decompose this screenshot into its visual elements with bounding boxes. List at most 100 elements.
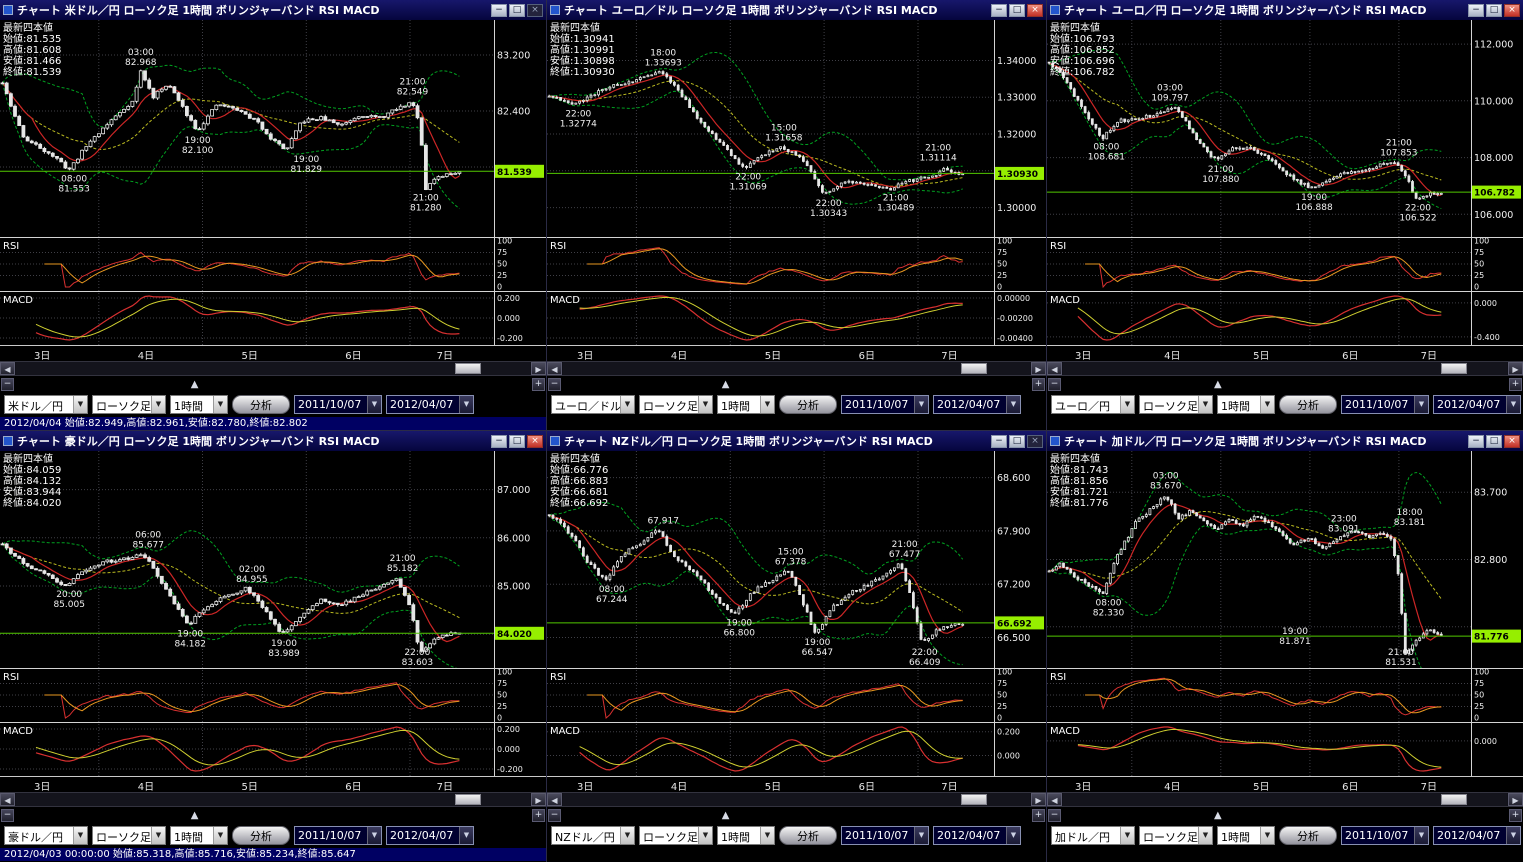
- date-to-select[interactable]: 2012/04/07 ▼: [1433, 395, 1521, 414]
- chart-canvas[interactable]: 81.53983.20082.40003:0082.96821:0082.549…: [0, 20, 546, 345]
- maximize-button[interactable]: □: [1486, 3, 1502, 17]
- dropdown-arrow-icon[interactable]: ▼: [213, 396, 227, 413]
- dropdown-arrow-icon[interactable]: ▼: [73, 396, 87, 413]
- chart-type-select[interactable]: ローソク足 ▼: [1139, 395, 1213, 414]
- chart-type-select[interactable]: ローソク足 ▼: [639, 395, 713, 414]
- date-from-select[interactable]: 2011/10/07 ▼: [294, 826, 382, 845]
- dropdown-arrow-icon[interactable]: ▼: [367, 396, 381, 413]
- scrollbar-thumb[interactable]: [1440, 363, 1467, 374]
- titlebar[interactable]: チャート 加ドル／円 ローソク足 1時間 ボリンジャーバンド RSI MACD −…: [1047, 431, 1523, 451]
- zoom-out-button[interactable]: −: [1, 377, 14, 391]
- date-to-select[interactable]: 2012/04/07 ▼: [386, 395, 474, 414]
- zoom-slider[interactable]: − ▲ +: [0, 376, 546, 392]
- dropdown-arrow-icon[interactable]: ▼: [73, 827, 87, 844]
- scroll-right-button[interactable]: ▶: [531, 793, 546, 806]
- period-select[interactable]: 1時間 ▼: [717, 826, 775, 845]
- horizontal-scrollbar[interactable]: ◀ ▶: [1047, 361, 1523, 376]
- dropdown-arrow-icon[interactable]: ▼: [459, 827, 473, 844]
- zoom-in-button[interactable]: +: [1032, 377, 1045, 391]
- zoom-slider[interactable]: − ▲ +: [547, 376, 1046, 392]
- chart-canvas[interactable]: 1.30930 1.34000 1.33000 1.32000 1.30000 18:00…: [547, 20, 1046, 345]
- titlebar[interactable]: チャート 豪ドル／円 ローソク足 1時間 ボリンジャーバンド RSI MACD −…: [0, 431, 546, 451]
- dropdown-arrow-icon[interactable]: ▼: [620, 396, 634, 413]
- titlebar[interactable]: チャート NZドル／円 ローソク足 1時間 ボリンジャーバンド RSI MACD…: [547, 431, 1046, 451]
- date-to-select[interactable]: 2012/04/07 ▼: [386, 826, 474, 845]
- scrollbar-thumb[interactable]: [1440, 794, 1467, 805]
- maximize-button[interactable]: □: [509, 434, 525, 448]
- scrollbar-track[interactable]: [1063, 793, 1507, 806]
- dropdown-arrow-icon[interactable]: ▼: [151, 827, 165, 844]
- scroll-right-button[interactable]: ▶: [1031, 362, 1046, 375]
- date-from-select[interactable]: 2011/10/07 ▼: [1341, 826, 1429, 845]
- scrollbar-track[interactable]: [563, 362, 1030, 375]
- minimize-button[interactable]: −: [991, 3, 1007, 17]
- analyze-button[interactable]: 分析: [232, 395, 290, 414]
- maximize-button[interactable]: □: [1486, 434, 1502, 448]
- horizontal-scrollbar[interactable]: ◀ ▶: [0, 361, 546, 376]
- close-button[interactable]: ×: [1504, 434, 1520, 448]
- dropdown-arrow-icon[interactable]: ▼: [1198, 827, 1212, 844]
- horizontal-scrollbar[interactable]: ◀ ▶: [1047, 792, 1523, 807]
- dropdown-arrow-icon[interactable]: ▼: [1260, 396, 1274, 413]
- dropdown-arrow-icon[interactable]: ▼: [151, 396, 165, 413]
- dropdown-arrow-icon[interactable]: ▼: [698, 396, 712, 413]
- zoom-out-button[interactable]: −: [548, 377, 561, 391]
- titlebar[interactable]: チャート ユーロ／円 ローソク足 1時間 ボリンジャーバンド RSI MACD −…: [1047, 0, 1523, 20]
- period-select[interactable]: 1時間 ▼: [170, 395, 228, 414]
- maximize-button[interactable]: □: [1009, 3, 1025, 17]
- maximize-button[interactable]: □: [1009, 434, 1025, 448]
- analyze-button[interactable]: 分析: [232, 826, 290, 845]
- dropdown-arrow-icon[interactable]: ▼: [1006, 827, 1020, 844]
- zoom-out-button[interactable]: −: [548, 808, 561, 822]
- titlebar[interactable]: チャート ユーロ／ドル ローソク足 1時間 ボリンジャーバンド RSI MACD…: [547, 0, 1046, 20]
- scrollbar-track[interactable]: [16, 793, 530, 806]
- dropdown-arrow-icon[interactable]: ▼: [914, 396, 928, 413]
- dropdown-arrow-icon[interactable]: ▼: [213, 827, 227, 844]
- scroll-right-button[interactable]: ▶: [1508, 362, 1523, 375]
- period-select[interactable]: 1時間 ▼: [1217, 826, 1275, 845]
- pair-select[interactable]: 加ドル／円 ▼: [1051, 826, 1135, 845]
- dropdown-arrow-icon[interactable]: ▼: [760, 396, 774, 413]
- scrollbar-track[interactable]: [563, 793, 1030, 806]
- horizontal-scrollbar[interactable]: ◀ ▶: [0, 792, 546, 807]
- titlebar[interactable]: チャート 米ドル／円 ローソク足 1時間 ボリンジャーバンド RSI MACD −…: [0, 0, 546, 20]
- period-select[interactable]: 1時間 ▼: [1217, 395, 1275, 414]
- analyze-button[interactable]: 分析: [1279, 395, 1337, 414]
- chart-type-select[interactable]: ローソク足 ▼: [1139, 826, 1213, 845]
- zoom-thumb[interactable]: ▲: [721, 809, 730, 821]
- date-from-select[interactable]: 2011/10/07 ▼: [841, 395, 929, 414]
- zoom-in-button[interactable]: +: [532, 808, 545, 822]
- scroll-left-button[interactable]: ◀: [547, 793, 562, 806]
- scroll-left-button[interactable]: ◀: [1047, 362, 1062, 375]
- date-to-select[interactable]: 2012/04/07 ▼: [933, 395, 1021, 414]
- chart-type-select[interactable]: ローソク足 ▼: [92, 826, 166, 845]
- scroll-left-button[interactable]: ◀: [547, 362, 562, 375]
- horizontal-scrollbar[interactable]: ◀ ▶: [547, 361, 1046, 376]
- zoom-in-button[interactable]: +: [1032, 808, 1045, 822]
- dropdown-arrow-icon[interactable]: ▼: [1506, 396, 1520, 413]
- date-to-select[interactable]: 2012/04/07 ▼: [1433, 826, 1521, 845]
- scroll-left-button[interactable]: ◀: [0, 793, 15, 806]
- minimize-button[interactable]: −: [491, 3, 507, 17]
- scroll-left-button[interactable]: ◀: [0, 362, 15, 375]
- dropdown-arrow-icon[interactable]: ▼: [760, 827, 774, 844]
- pair-select[interactable]: ユーロ／円 ▼: [1051, 395, 1135, 414]
- horizontal-scrollbar[interactable]: ◀ ▶: [547, 792, 1046, 807]
- chart-type-select[interactable]: ローソク足 ▼: [639, 826, 713, 845]
- scrollbar-thumb[interactable]: [455, 363, 482, 374]
- minimize-button[interactable]: −: [1468, 434, 1484, 448]
- scroll-right-button[interactable]: ▶: [531, 362, 546, 375]
- pair-select[interactable]: ユーロ／ドル ▼: [551, 395, 635, 414]
- dropdown-arrow-icon[interactable]: ▼: [1198, 396, 1212, 413]
- zoom-in-button[interactable]: +: [1509, 808, 1522, 822]
- scroll-right-button[interactable]: ▶: [1031, 793, 1046, 806]
- close-button[interactable]: ×: [1504, 3, 1520, 17]
- scroll-left-button[interactable]: ◀: [1047, 793, 1062, 806]
- zoom-out-button[interactable]: −: [1048, 377, 1061, 391]
- date-from-select[interactable]: 2011/10/07 ▼: [1341, 395, 1429, 414]
- zoom-slider[interactable]: − ▲ +: [547, 807, 1046, 823]
- close-button[interactable]: ×: [527, 3, 543, 17]
- zoom-out-button[interactable]: −: [1048, 808, 1061, 822]
